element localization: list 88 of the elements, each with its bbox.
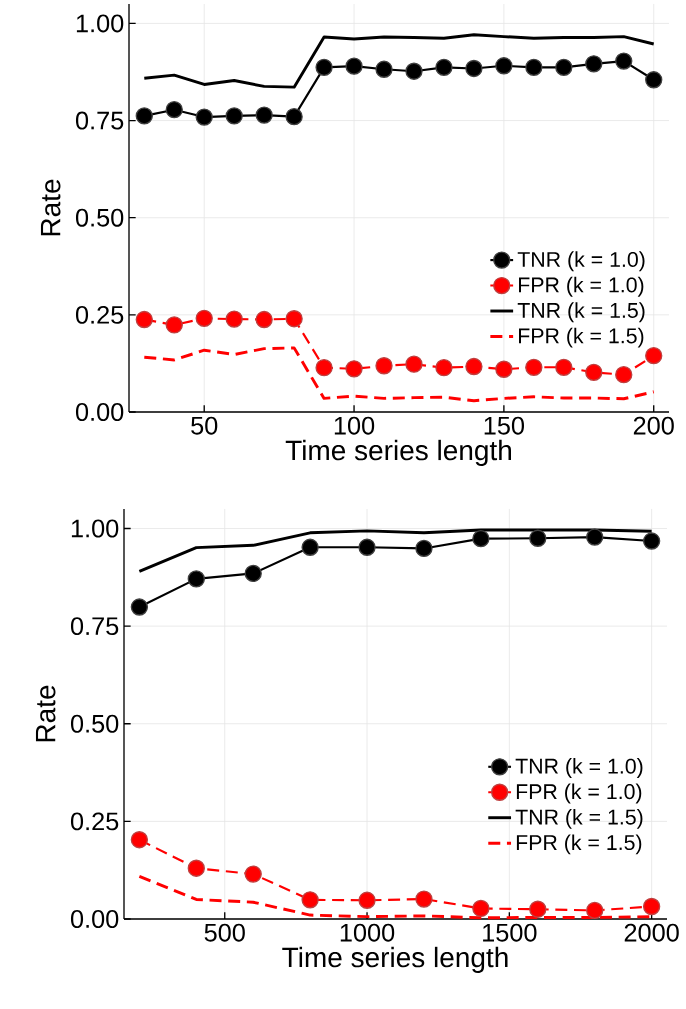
- point: [415, 890, 433, 908]
- y-tick-label: 1.00: [71, 519, 119, 538]
- point: [472, 899, 490, 918]
- point: [255, 310, 273, 329]
- legend-label: TNR (k = 1.0): [517, 251, 645, 272]
- point: [642, 897, 661, 916]
- point: [435, 58, 453, 76]
- point: [585, 55, 603, 73]
- point: [529, 529, 547, 547]
- legend-label: FPR (k = 1.0): [519, 276, 644, 297]
- point: [555, 358, 573, 376]
- point: [405, 355, 423, 373]
- point: [315, 58, 333, 76]
- legend-label: FPR (k = 1.0): [516, 783, 642, 804]
- point: [285, 108, 303, 126]
- legend-label: TNR (k = 1.0): [515, 758, 643, 778]
- point: [525, 58, 543, 76]
- point: [465, 357, 483, 376]
- point: [345, 57, 363, 75]
- point: [645, 346, 663, 365]
- point: [495, 57, 513, 75]
- y-tick-label: 0.00: [70, 910, 119, 928]
- point: [615, 52, 633, 70]
- y-tick-label: 0.00: [75, 403, 124, 421]
- point: [586, 901, 604, 920]
- y-tick-label: 0.25: [75, 305, 124, 324]
- y-axis-title: Rate: [40, 179, 61, 236]
- legend-label: FPR (k = 1.5): [516, 834, 642, 855]
- point: [525, 358, 543, 376]
- point: [187, 570, 205, 588]
- point: [301, 538, 319, 556]
- point: [465, 59, 483, 78]
- point: [586, 528, 604, 546]
- point: [358, 538, 376, 556]
- point: [358, 891, 376, 909]
- point: [585, 363, 603, 382]
- point: [642, 532, 661, 550]
- x-tick-label: 150: [484, 416, 525, 435]
- point: [645, 71, 663, 89]
- point: [195, 309, 213, 328]
- y-tick-label: 0.25: [70, 812, 119, 831]
- point: [405, 62, 423, 80]
- y-tick-label: 0.75: [70, 617, 119, 636]
- point: [315, 359, 333, 377]
- point: [375, 60, 393, 78]
- x-tick-label: 1000: [340, 923, 395, 942]
- point: [495, 360, 513, 378]
- y-tick-label: 0.50: [75, 208, 124, 227]
- point: [615, 366, 633, 384]
- x-tick-label: 500: [204, 923, 245, 942]
- point: [555, 58, 573, 76]
- legend-label: TNR (k = 1.5): [517, 302, 645, 323]
- x-axis-title: Time series length: [282, 946, 508, 973]
- point: [225, 310, 243, 328]
- line-series: [142, 33, 656, 89]
- point: [135, 310, 153, 329]
- y-tick-label: 0.50: [70, 714, 119, 733]
- point: [255, 106, 273, 124]
- point: [375, 357, 393, 375]
- legend-label: FPR (k = 1.5): [519, 327, 644, 348]
- point: [472, 530, 490, 548]
- point: [415, 539, 433, 558]
- point: [165, 316, 183, 334]
- x-tick-label: 2000: [624, 923, 679, 942]
- y-tick-label: 0.75: [75, 111, 124, 130]
- point: [345, 360, 363, 378]
- x-tick-label: 200: [633, 416, 674, 435]
- x-tick-label: 50: [191, 416, 218, 435]
- point: [244, 865, 262, 883]
- y-axis-title: Rate: [35, 685, 56, 742]
- point: [165, 101, 183, 119]
- point: [225, 107, 243, 125]
- point: [130, 598, 149, 616]
- point: [135, 107, 153, 125]
- point: [301, 891, 319, 909]
- point: [529, 900, 547, 918]
- legend-label: TNR (k = 1.5): [515, 808, 643, 829]
- point: [244, 564, 262, 583]
- x-tick-label: 100: [334, 416, 375, 435]
- point: [130, 831, 149, 849]
- line-series: [142, 346, 656, 403]
- x-tick-label: 1500: [483, 923, 537, 942]
- point: [187, 859, 205, 877]
- x-axis-title: Time series length: [285, 439, 511, 466]
- y-tick-label: 1.00: [76, 14, 124, 33]
- point: [285, 310, 303, 328]
- point: [195, 108, 213, 126]
- point: [435, 359, 453, 377]
